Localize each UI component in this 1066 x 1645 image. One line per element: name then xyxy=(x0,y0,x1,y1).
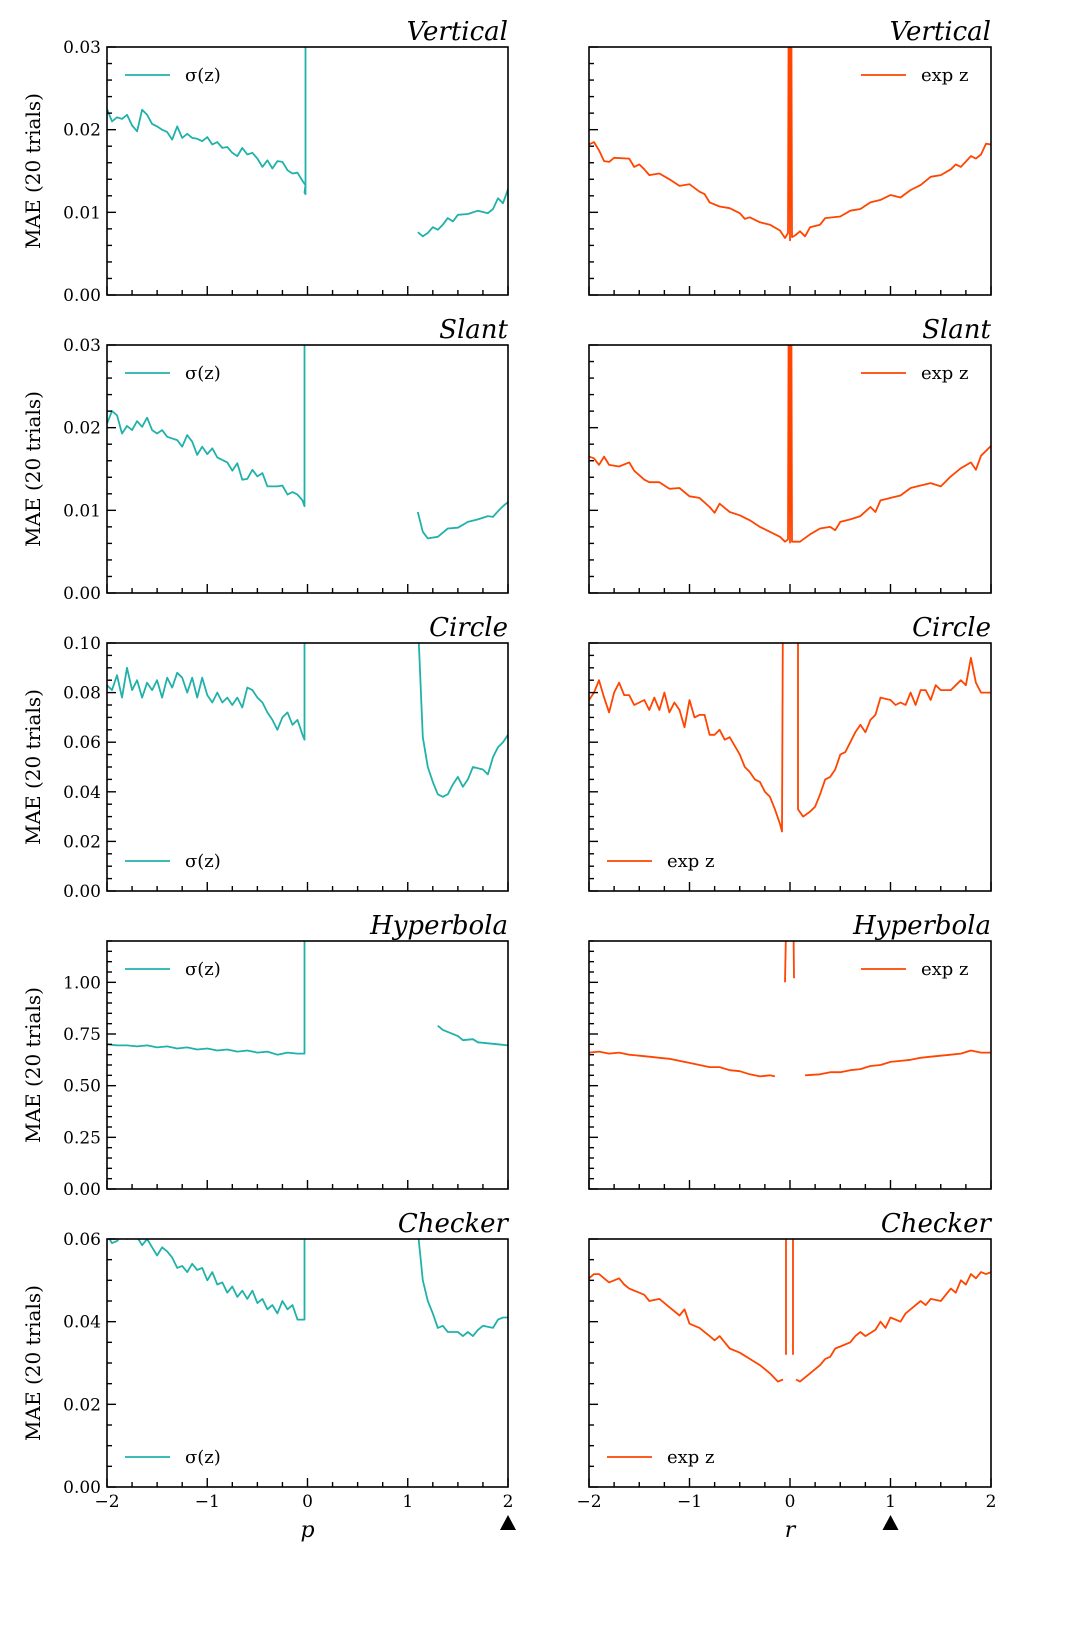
legend-label: σ(z) xyxy=(185,363,221,384)
subplot-title: Checker xyxy=(881,1209,993,1239)
triangle-marker-icon xyxy=(882,1515,899,1530)
y-axis-label: MAE (20 trials) xyxy=(21,391,45,547)
y-tick-label: 0.00 xyxy=(63,882,101,902)
y-tick-label: 0.10 xyxy=(63,634,101,654)
x-tick-label: 0 xyxy=(302,1492,313,1512)
x-tick-label: −2 xyxy=(576,1492,601,1512)
y-tick-label: 0.00 xyxy=(63,1478,101,1498)
series-line xyxy=(107,47,508,238)
legend: σ(z) xyxy=(125,1447,221,1468)
subplot-title: Vertical xyxy=(890,17,991,47)
series-line xyxy=(589,345,991,544)
subplot-vertical-sigma: 0.00 0.01 0.02 0.03 MAE (20 trials) Vertical σ… xyxy=(21,17,509,306)
series-line xyxy=(107,345,508,540)
legend-label: exp z xyxy=(921,959,969,980)
y-tick-label: 0.03 xyxy=(63,38,101,58)
legend-label: exp z xyxy=(921,363,969,384)
legend: exp z xyxy=(607,851,715,872)
x-tick-label: −1 xyxy=(195,1492,220,1512)
series-line xyxy=(589,643,991,833)
plot-frame xyxy=(106,344,509,594)
y-tick-label: 0.03 xyxy=(63,336,101,356)
subplot-hyperbola-sigma: 0.00 0.25 0.50 0.75 1.00 MAE (20 trials) Hyper… xyxy=(21,911,509,1200)
y-tick-label: 0.00 xyxy=(63,1180,101,1200)
subplot-title: Hyperbola xyxy=(369,911,508,941)
x-tick-label: −2 xyxy=(94,1492,119,1512)
subplot-checker-exp: −2 −1 0 1 2 r Checker exp z xyxy=(576,1209,997,1543)
y-tick-label: 0.75 xyxy=(63,1025,101,1045)
y-tick-label: 0.00 xyxy=(63,286,101,306)
legend: σ(z) xyxy=(125,851,221,872)
x-tick-label: −1 xyxy=(677,1492,702,1512)
x-tick-label: 0 xyxy=(785,1492,796,1512)
x-tick-label: 2 xyxy=(503,1492,514,1512)
series-line xyxy=(107,941,508,1056)
subplot-circle-sigma: 0.00 0.02 0.04 0.06 0.08 0.10 MAE (20 trials) C… xyxy=(21,613,509,902)
subplot-circle-exp: Circle exp z xyxy=(588,613,992,892)
legend: exp z xyxy=(861,959,969,980)
plot-frame xyxy=(106,46,509,296)
legend: exp z xyxy=(861,363,969,384)
y-tick-label: 1.00 xyxy=(63,973,101,993)
legend-label: σ(z) xyxy=(185,65,221,86)
y-tick-label: 0.08 xyxy=(63,684,101,704)
subplot-hyperbola-exp: Hyperbola exp z xyxy=(588,911,992,1190)
y-tick-label: 0.02 xyxy=(63,121,101,141)
series-line xyxy=(108,1239,508,1337)
y-tick-label: 0.04 xyxy=(63,1313,101,1333)
y-tick-label: 0.04 xyxy=(63,783,101,803)
subplot-title: Checker xyxy=(398,1209,510,1239)
subplot-slant-sigma: 0.00 0.01 0.02 0.03 MAE (20 trials) Slant σ(z) xyxy=(21,315,509,604)
legend: σ(z) xyxy=(125,363,221,384)
plot-frame xyxy=(588,642,992,892)
y-tick-label: 0.06 xyxy=(63,733,101,753)
legend: exp z xyxy=(607,1447,715,1468)
legend: exp z xyxy=(861,65,969,86)
y-axis-label: MAE (20 trials) xyxy=(21,1285,45,1441)
y-tick-label: 0.02 xyxy=(63,419,101,439)
subplot-title: Slant xyxy=(922,315,991,345)
subplot-title: Vertical xyxy=(407,17,508,47)
subplot-title: Circle xyxy=(912,613,991,643)
subplot-checker-sigma: 0.00 0.02 0.04 0.06 MAE (20 trials) −2 −1 0 1 2 p C… xyxy=(21,1209,516,1543)
y-tick-label: 0.02 xyxy=(63,1395,101,1415)
subplot-title: Hyperbola xyxy=(852,911,991,941)
y-axis-label: MAE (20 trials) xyxy=(21,689,45,845)
y-tick-label: 0.01 xyxy=(63,203,101,223)
y-axis-label: MAE (20 trials) xyxy=(21,93,45,249)
plot-frame xyxy=(106,1238,509,1488)
y-tick-label: 0.02 xyxy=(63,832,101,852)
legend-label: exp z xyxy=(667,1447,715,1468)
plot-frame xyxy=(588,1238,992,1488)
legend: σ(z) xyxy=(125,959,221,980)
legend-label: σ(z) xyxy=(185,851,221,872)
x-axis-label: r xyxy=(785,1518,797,1543)
legend-label: exp z xyxy=(921,65,969,86)
x-tick-label: 1 xyxy=(885,1492,896,1512)
subplot-vertical-exp: Vertical exp z xyxy=(588,17,992,296)
subplot-title: Circle xyxy=(429,613,508,643)
legend: σ(z) xyxy=(125,65,221,86)
series-line xyxy=(107,643,508,798)
subplot-title: Slant xyxy=(439,315,508,345)
plot-frame xyxy=(106,940,509,1190)
series-line xyxy=(589,47,991,242)
legend-label: σ(z) xyxy=(185,1447,221,1468)
triangle-marker-icon xyxy=(500,1515,516,1530)
series-line xyxy=(589,941,991,1078)
y-tick-label: 0.25 xyxy=(63,1128,101,1148)
subplot-slant-exp: Slant exp z xyxy=(588,315,992,594)
y-axis-label: MAE (20 trials) xyxy=(21,987,45,1143)
y-tick-label: 0.01 xyxy=(63,501,101,521)
y-tick-label: 0.00 xyxy=(63,584,101,604)
legend-label: σ(z) xyxy=(185,959,221,980)
y-tick-label: 0.50 xyxy=(63,1077,101,1097)
series-line xyxy=(589,1239,991,1383)
y-tick-label: 0.06 xyxy=(63,1230,101,1250)
legend-label: exp z xyxy=(667,851,715,872)
x-tick-label: 1 xyxy=(402,1492,413,1512)
x-axis-label: p xyxy=(300,1518,314,1543)
x-tick-label: 2 xyxy=(986,1492,997,1512)
